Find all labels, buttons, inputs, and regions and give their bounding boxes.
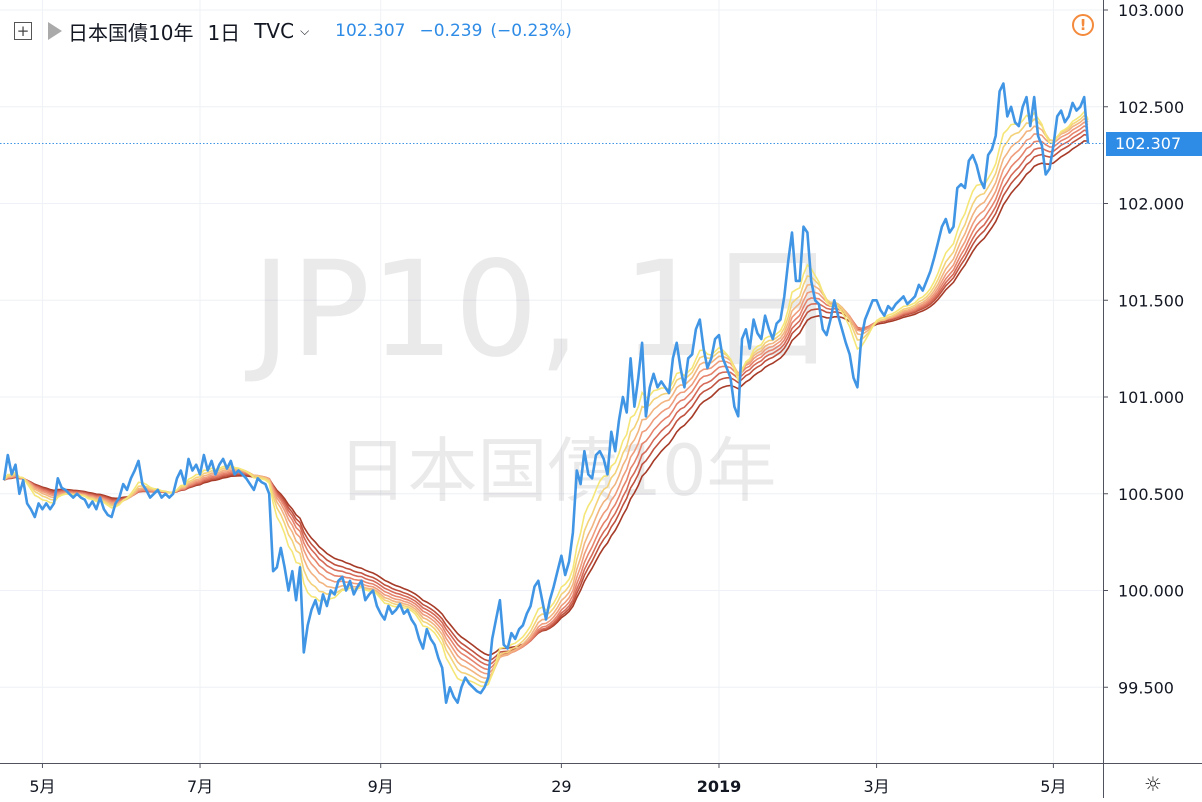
y-tick-label: 101.000 [1118,388,1184,407]
price-line [2,82,1090,704]
ema-line [3,140,1089,656]
alert-icon[interactable]: ! [1072,14,1094,36]
y-tick-label: 99.500 [1118,678,1174,697]
ema-line [3,117,1089,679]
chart-legend: + 日本国債10年 1日 TVC ⌵ 102.307 −0.239 (−0.23… [14,14,572,48]
x-tick-label: 5月 [29,777,55,796]
watermark-subtitle: 日本国債10年 [337,430,776,512]
legend-source[interactable]: TVC [254,19,295,43]
ema-line [3,114,1089,684]
y-tick-label: 102.500 [1118,98,1184,117]
ema-line [3,133,1089,662]
y-tick-label: 100.000 [1118,582,1184,601]
legend-interval[interactable]: 1日 [207,20,241,45]
y-tick-label: 102.000 [1118,195,1184,214]
gear-icon[interactable]: ☼ [1144,772,1162,796]
x-tick-label: 3月 [863,777,889,796]
y-tick-label: 101.500 [1118,291,1184,310]
watermark-title: JP10, 1日 [245,233,838,387]
legend-symbol[interactable]: 日本国債10年 [68,20,194,45]
legend-change-percent: (−0.23%) [490,21,572,41]
flag-icon[interactable] [48,22,62,40]
x-tick-label: 2019 [697,777,742,796]
ema-line [3,129,1089,666]
x-tick-label: 9月 [368,777,394,796]
expand-icon[interactable]: + [14,22,32,40]
ema-ribbon [3,110,1089,688]
ema-line [3,110,1089,688]
x-tick-label: 5月 [1040,777,1066,796]
x-tick-label: 29 [551,777,571,796]
chevron-down-icon[interactable]: ⌵ [300,23,310,38]
ema-line [3,125,1089,671]
legend-change: −0.239 [419,21,483,41]
ema-line [3,121,1089,675]
x-tick-label: 7月 [187,777,213,796]
last-price-tag: 102.307 [1106,131,1202,156]
y-tick-label: 103.000 [1118,1,1184,20]
y-tick-label: 100.500 [1118,485,1184,504]
legend-last-price: 102.307 [335,21,406,41]
